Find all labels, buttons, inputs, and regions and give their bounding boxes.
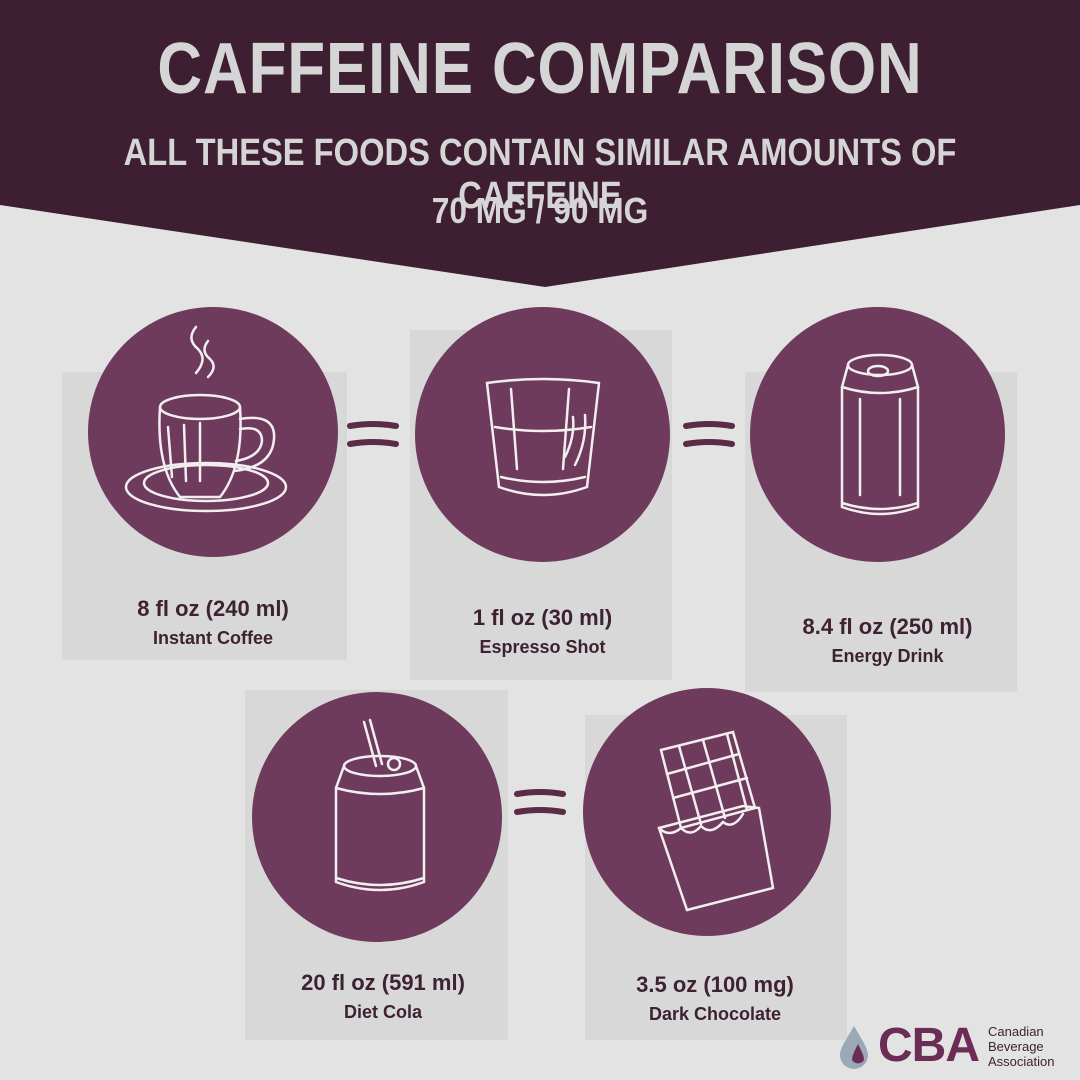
item-size: 20 fl oz (591 ml) [301,970,465,995]
item-circle-espresso [415,307,670,562]
item-label-energy-drink: 8.4 fl oz (250 ml) Energy Drink [750,614,1025,667]
item-circle-dark-chocolate [583,688,831,936]
logo-organization-name: Canadian Beverage Association [988,1024,1054,1069]
item-label-coffee: 8 fl oz (240 ml) Instant Coffee [88,596,338,649]
item-size: 8.4 fl oz (250 ml) [802,614,973,639]
coffee-cup-icon [124,325,288,513]
equals-icon [683,421,735,447]
item-name: Dark Chocolate [648,1004,782,1024]
item-circle-coffee [88,307,338,557]
item-name: Diet Cola [343,1002,422,1022]
item-label-diet-cola: 20 fl oz (591 ml) Diet Cola [258,970,508,1023]
page-subtitle: ALL THESE FOODS CONTAIN SIMILAR AMOUNTS … [123,132,957,217]
droplet-icon [840,1026,868,1069]
chocolate-bar-icon [657,730,775,912]
energy-can-icon [840,353,920,516]
soda-can-icon [334,718,426,892]
header-banner [0,0,1080,287]
espresso-glass-icon [485,377,601,497]
logo-abbreviation: CBA [878,1019,980,1072]
logo-line: Association [988,1054,1055,1069]
item-label-dark-chocolate: 3.5 oz (100 mg) Dark Chocolate [590,972,840,1025]
item-name: Energy Drink [831,646,944,666]
item-circle-diet-cola [252,692,502,942]
item-size: 1 fl oz (30 ml) [472,605,613,630]
caffeine-amount: 70 MG / 90 MG [431,190,649,231]
logo-line: Beverage [988,1039,1044,1054]
item-name: Instant Coffee [152,628,273,648]
item-size: 3.5 oz (100 mg) [636,972,794,997]
item-size: 8 fl oz (240 ml) [137,596,289,621]
cba-logo: CBA Canadian Beverage Association [836,1019,1076,1074]
logo-line: Canadian [988,1024,1044,1039]
page-title: CAFFEINE COMPARISON [157,29,923,109]
equals-icon [514,789,566,815]
item-label-espresso: 1 fl oz (30 ml) Espresso Shot [415,605,670,658]
equals-icon [347,421,399,447]
item-circle-energy-drink [750,307,1005,562]
item-name: Espresso Shot [479,637,606,657]
